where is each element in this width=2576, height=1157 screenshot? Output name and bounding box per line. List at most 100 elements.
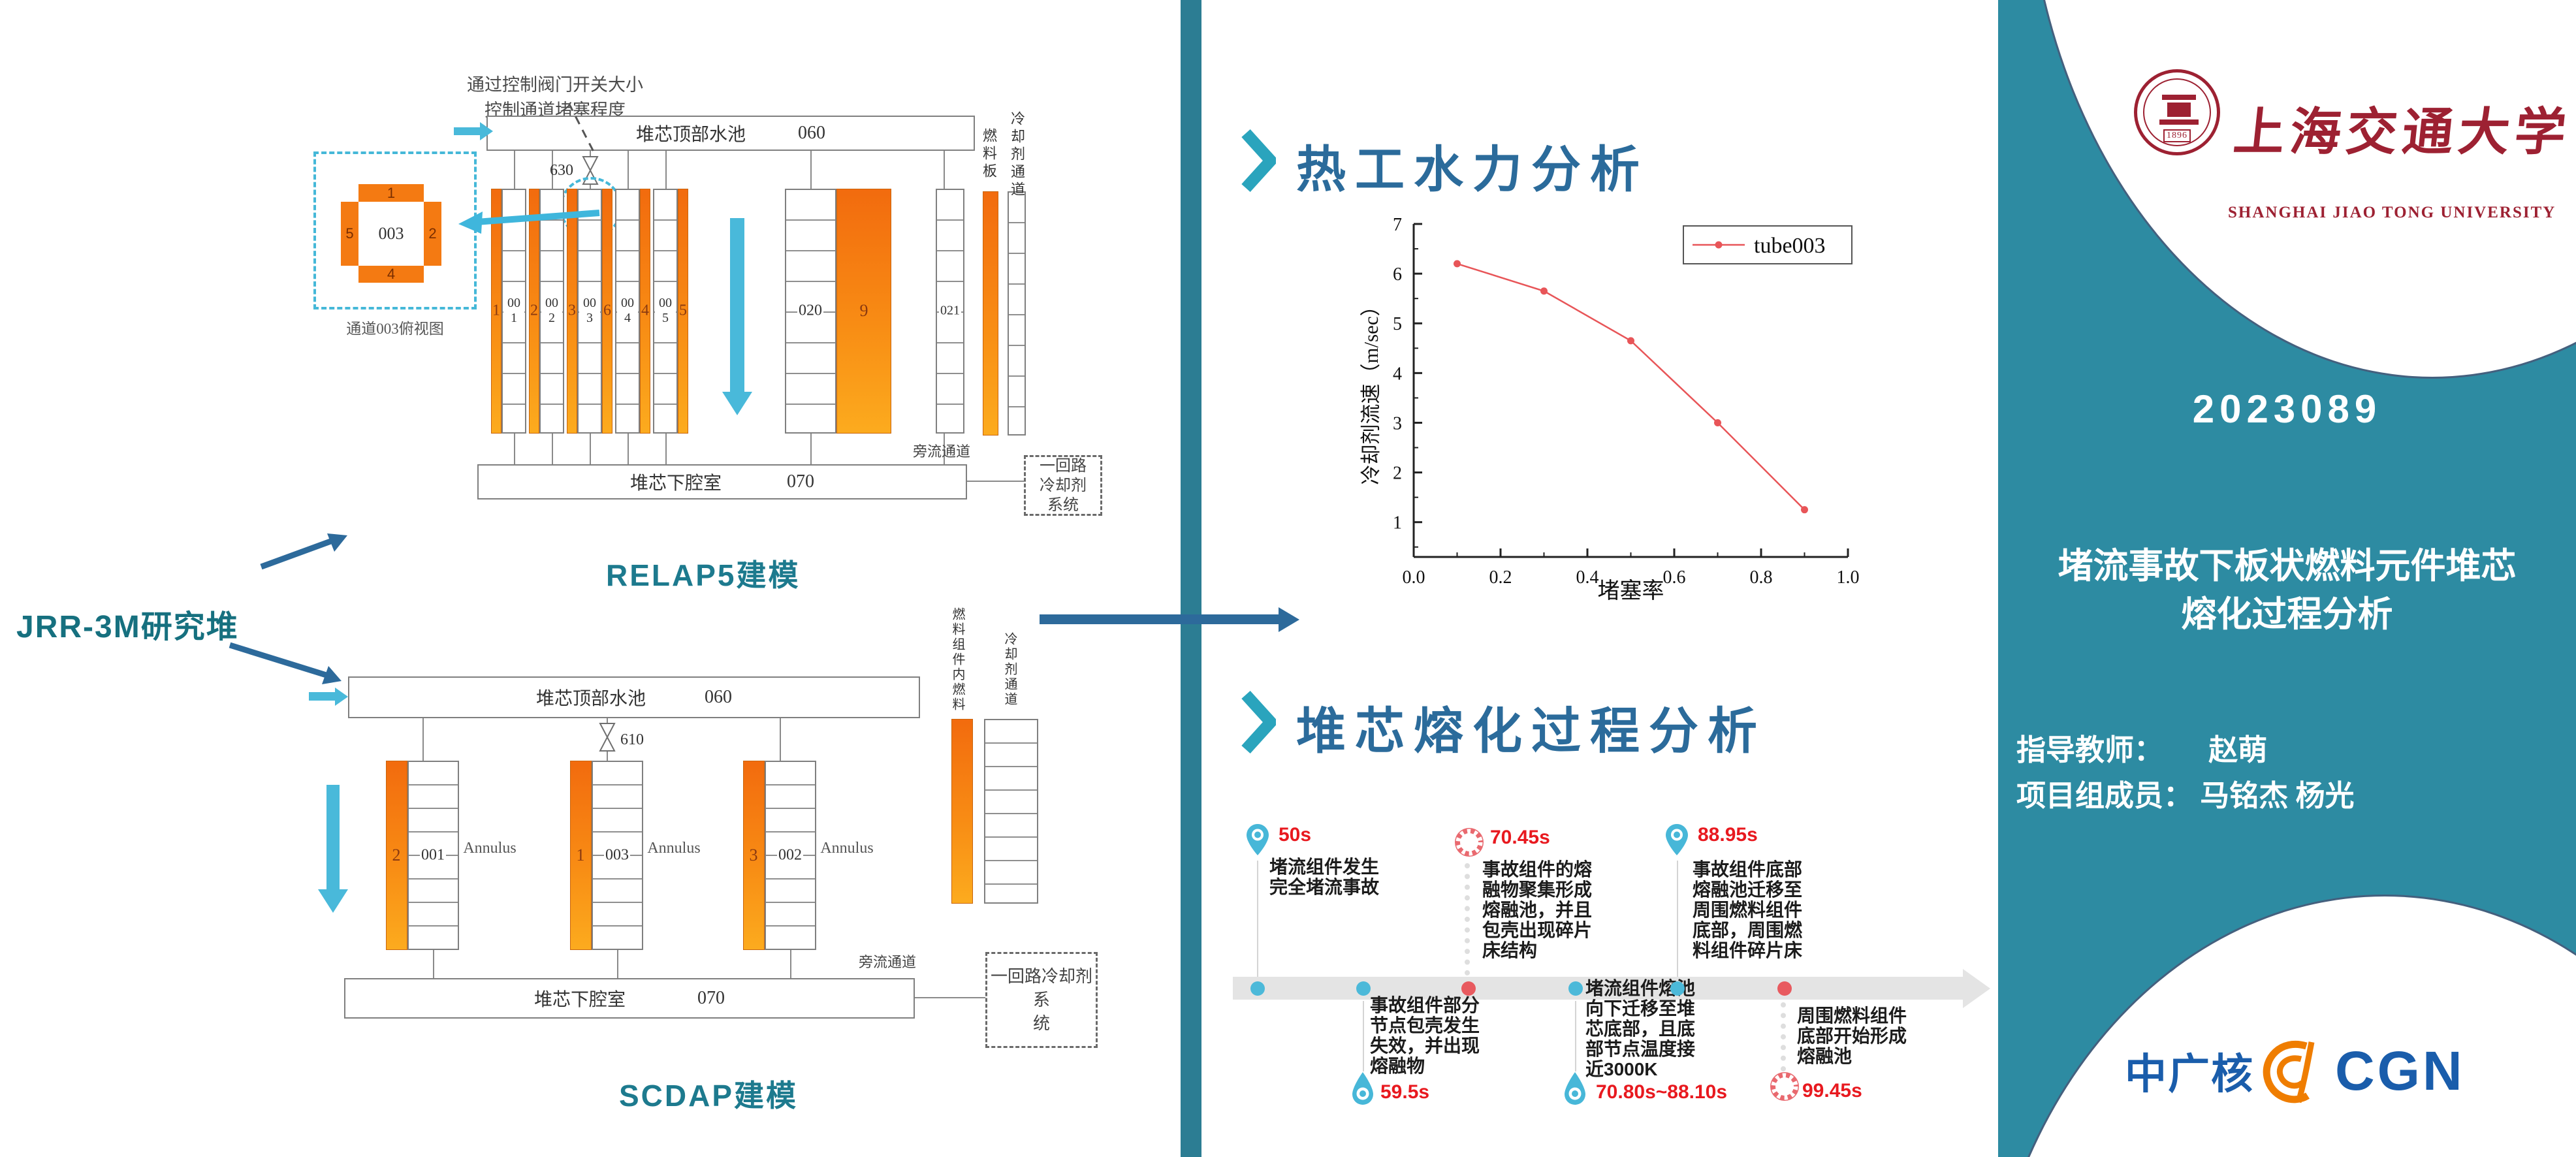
- connector-line: [944, 434, 945, 464]
- connector-line: [552, 151, 553, 189]
- svg-text:tube003: tube003: [1754, 234, 1826, 258]
- analysis-panel: 热工水力分析 0.0 0.2 0.4 0.6 0.8 1.0 1 2 3 4 5 6 7 堵塞率 冷却剂流速…: [1201, 0, 1998, 1157]
- seal-emblem: [2162, 95, 2196, 100]
- seal-emblem: [2167, 103, 2191, 117]
- event-text: 堵流组件发生 完全堵流事故: [1269, 857, 1380, 897]
- coolant-strip: [1008, 191, 1026, 436]
- event-text: 事故组件部分 节点包壳发生 失效，并出现 熔融物: [1370, 995, 1480, 1076]
- members-label: 项目组成员：: [2016, 780, 2193, 812]
- timeline-dot: [1568, 981, 1583, 996]
- timeline-dot: [1250, 981, 1265, 996]
- burst-icon: [1770, 1072, 1799, 1101]
- pin-icon: [1247, 824, 1269, 855]
- valve-id: 610: [620, 731, 644, 748]
- university-name-cn: 上海交通大学: [2231, 104, 2574, 161]
- burst-icon: [1455, 828, 1484, 857]
- connector-line: [628, 434, 629, 464]
- fuel-plate-col: [570, 761, 592, 950]
- info-sidebar: 1896 上海交通大学 SHANGHAI JIAO TONG UNIVERSIT…: [1998, 0, 2576, 1157]
- panel-divider: [1181, 0, 1201, 1157]
- event-time: 59.5s: [1380, 1081, 1430, 1103]
- relap5-caption: RELAP5建模: [606, 558, 801, 592]
- annulus-label: Annulus: [463, 840, 517, 857]
- svg-text:1.0: 1.0: [1837, 567, 1860, 588]
- relap5-top-pool-box: 堆芯顶部水池 060: [486, 116, 975, 151]
- connector-line: [810, 434, 812, 464]
- fuel-assembly-label: 燃料组件内燃料: [950, 607, 964, 712]
- seal-year: 1896: [2163, 129, 2191, 142]
- connector-line: [967, 481, 1024, 482]
- inset-plate-right: 2: [424, 202, 441, 266]
- channel-id: 002: [777, 846, 803, 864]
- inset-plate-top: 1: [358, 184, 424, 202]
- plate-number: 2: [530, 302, 538, 319]
- svg-text:1: 1: [1393, 513, 1402, 533]
- connector-line: [944, 151, 945, 189]
- members-names: 马铭杰 杨光: [2200, 780, 2355, 812]
- connector-line: [590, 434, 591, 464]
- connector-line: [617, 950, 618, 978]
- fuel-plate-col: [640, 189, 650, 434]
- relap5-loop-box: 一回路 冷却剂 系统: [1024, 455, 1102, 516]
- sjtu-seal-inner-ring: [2143, 78, 2211, 146]
- event-time: 70.80s~88.10s: [1596, 1081, 1728, 1103]
- event-text: 堵流组件熔池 向下迁移至堆 芯底部，且底 部节点温度接 近3000K: [1585, 978, 1696, 1079]
- top-pool-label: 堆芯顶部水池: [535, 689, 646, 709]
- top-oval: [2024, 0, 2576, 379]
- svg-text:3: 3: [1393, 413, 1402, 434]
- connector-line: [665, 151, 667, 189]
- event-time: 88.95s: [1698, 824, 1758, 846]
- lower-plenum-label: 堆芯下腔室: [629, 473, 722, 494]
- sjtu-seal: 1896: [2134, 69, 2220, 155]
- fuel-plate-col: [529, 189, 539, 434]
- timeline-connector: [1677, 861, 1678, 977]
- jrr3m-label: JRR-3M研究堆: [16, 610, 239, 644]
- event-time: 70.45s: [1490, 827, 1550, 848]
- event-text: 周围燃料组件 底部开始形成 熔融池: [1797, 1006, 1907, 1066]
- valve-id: 630: [550, 162, 573, 179]
- connector-line: [514, 151, 515, 189]
- bypass-label: 旁流通道: [913, 443, 971, 460]
- plate-number: 2: [392, 846, 401, 864]
- connector-line: [780, 718, 781, 761]
- fuel-plate-col: [567, 189, 577, 434]
- plate-number: 1: [576, 846, 585, 864]
- section1-title: 热工水力分析: [1296, 142, 1649, 198]
- relap5-lower-plenum-box: 堆芯下腔室 070: [477, 464, 967, 499]
- connector-line: [915, 997, 985, 998]
- scdap-top-pool-box: 堆芯顶部水池 060: [348, 676, 920, 718]
- inset-plate-left: 5: [341, 202, 358, 266]
- svg-text:0.4: 0.4: [1576, 567, 1599, 588]
- relap5-annotation: 通过控制阀门开关大小 控制通道堵塞程度: [467, 75, 643, 120]
- channel-id: 002: [541, 295, 562, 326]
- scdap-lower-plenum-box: 堆芯下腔室 070: [344, 978, 915, 1019]
- top-pool-label: 堆芯顶部水池: [635, 125, 746, 145]
- chevron-icon: [1241, 129, 1276, 193]
- inlet-arrow-icon: [309, 692, 335, 701]
- connector-line: [514, 434, 515, 464]
- lower-plenum-id: 070: [697, 988, 725, 1008]
- plate-number: 1: [492, 302, 500, 319]
- annulus-label: Annulus: [820, 840, 874, 857]
- top-pool-id: 060: [798, 123, 825, 143]
- coolant-channel-label: 冷却剂通道: [1009, 111, 1025, 199]
- fuel-plate-strip: [983, 191, 998, 436]
- svg-text:4: 4: [1393, 364, 1402, 384]
- svg-text:0.2: 0.2: [1489, 567, 1512, 588]
- valve-icon: [599, 723, 616, 752]
- svg-text:7: 7: [1393, 215, 1402, 235]
- flow-down-arrow-icon: [326, 785, 340, 889]
- svg-text:2: 2: [1393, 464, 1402, 484]
- coolant-channel-label: 冷却剂通道: [1002, 632, 1017, 707]
- members-line: 项目组成员： 马铭杰 杨光: [2016, 772, 2355, 814]
- left-to-middle-arrow-icon: [1040, 614, 1279, 624]
- fuel-plate-label: 燃料板: [981, 128, 997, 181]
- bottom-oval: [1998, 895, 2576, 1157]
- channel-id: 001: [503, 295, 524, 326]
- plate-number: 5: [679, 302, 687, 319]
- plate-number: 3: [749, 846, 758, 864]
- advisor-name: 赵萌: [2208, 734, 2268, 767]
- seal-emblem: [2159, 119, 2199, 125]
- plate-number: 4: [641, 302, 649, 319]
- svg-text:0.0: 0.0: [1403, 567, 1425, 588]
